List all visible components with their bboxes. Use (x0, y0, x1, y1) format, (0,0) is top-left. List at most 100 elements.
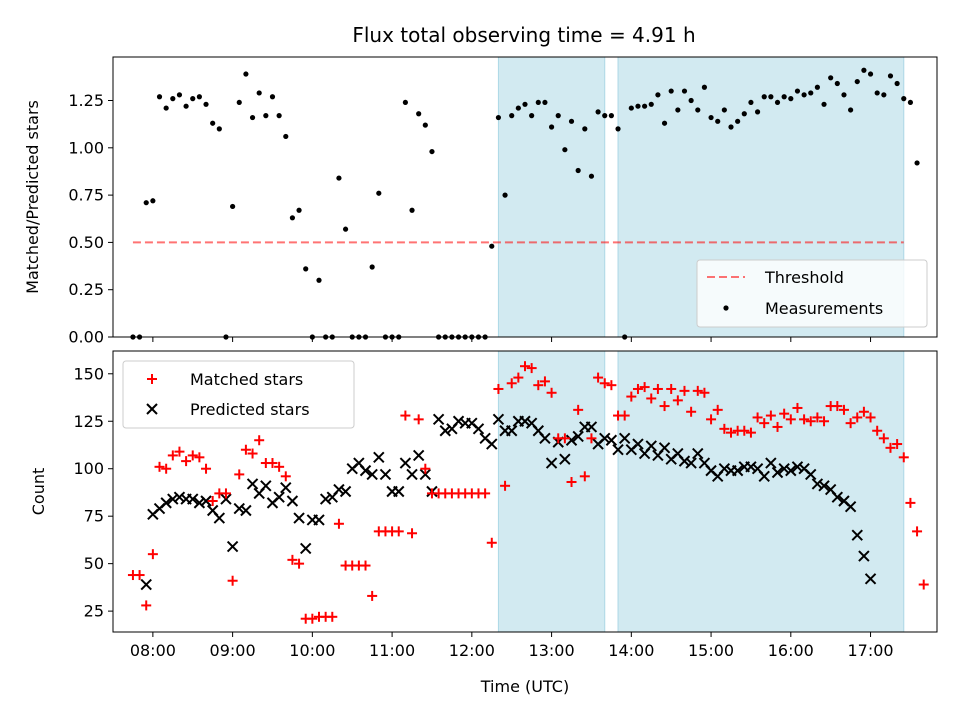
predicted-star-point (280, 481, 292, 494)
predicted-star-point (359, 464, 372, 477)
matched-star-point (593, 372, 604, 383)
y-tick-label: 150 (73, 364, 104, 383)
legend-measurements-swatch (723, 305, 729, 311)
legend-matched-swatch (147, 374, 157, 384)
predicted-star-point (771, 466, 784, 479)
matched-star-point (792, 402, 803, 413)
predicted-star-point (851, 529, 863, 541)
predicted-star-point (406, 468, 418, 481)
predicted-star-point (506, 425, 518, 437)
matched-star-point (838, 404, 849, 415)
predicted-star-point (412, 449, 425, 462)
measurement-point (668, 88, 674, 94)
predicted-star-point (419, 468, 432, 481)
predicted-star-point (233, 502, 245, 515)
measurement-point (834, 80, 840, 87)
matched-star-point (407, 528, 418, 539)
predicted-star-point (818, 480, 830, 492)
matched-star-point (832, 401, 843, 412)
predicted-star-point (678, 455, 691, 467)
matched-star-point (480, 488, 491, 499)
measurement-point (608, 113, 614, 119)
matched-star-point (187, 450, 198, 461)
matched-star-point (294, 558, 305, 569)
measurement-point (170, 96, 176, 102)
x-tick-label: 15:00 (688, 641, 734, 660)
matched-star-point (712, 404, 723, 415)
matched-star-point (526, 363, 537, 374)
y-tick-label: 0.50 (68, 233, 104, 252)
matched-star-point (666, 383, 677, 394)
measurement-point (648, 101, 654, 107)
matched-star-point (898, 452, 909, 463)
matched-star-point (566, 477, 577, 488)
measurement-point (429, 148, 435, 155)
measurement-point (190, 96, 196, 102)
measurement-point (741, 111, 747, 117)
measurement-point (243, 71, 249, 77)
measurement-point (715, 118, 721, 124)
matched-star-point (520, 361, 530, 372)
matched-star-point (287, 554, 298, 565)
bottom-shaded-intervals (497, 350, 905, 633)
measurement-point (542, 99, 548, 106)
measurement-point (867, 71, 874, 77)
predicted-star-point (339, 485, 352, 498)
predicted-star-point (293, 512, 305, 524)
measurement-point (303, 266, 309, 272)
predicted-star-point (618, 432, 631, 445)
matched-star-point (201, 463, 212, 474)
measurement-point (768, 94, 774, 100)
matched-star-point (307, 613, 318, 624)
measurement-point (728, 124, 734, 130)
matched-star-point (247, 448, 258, 459)
predicted-star-point (472, 423, 485, 435)
matched-star-point (719, 423, 730, 434)
matched-star-point (799, 414, 810, 425)
y-tick-label: 1.25 (68, 91, 104, 110)
matched-star-point (267, 458, 278, 469)
predicted-star-point (319, 493, 332, 505)
predicted-star-point (864, 573, 877, 585)
top-panel: 0.00 0.25 0.50 0.75 1.00 1.25 Matched/Predict… (23, 56, 938, 347)
matched-star-point (652, 383, 663, 394)
matched-star-point (147, 549, 158, 560)
predicted-star-point (545, 457, 558, 469)
legend-matched-label: Matched stars (190, 370, 303, 389)
matched-star-point (845, 418, 856, 429)
predicted-star-point (379, 468, 392, 481)
measurement-point (210, 120, 216, 126)
matched-star-point (207, 495, 218, 506)
y-tick-label: 0.75 (68, 186, 104, 205)
predicted-star-point (432, 413, 445, 426)
matched-star-point (367, 590, 378, 601)
measurement-point (774, 99, 781, 106)
measurement-point (881, 92, 887, 98)
measurement-point (296, 207, 302, 213)
predicted-star-point (173, 491, 186, 503)
y-tick-label: 1.00 (68, 138, 104, 157)
matched-star-point (240, 444, 251, 455)
matched-star-point (706, 414, 717, 425)
matched-stars-points (127, 361, 929, 624)
predicted-star-point (758, 470, 770, 483)
matched-star-point (892, 439, 903, 450)
matched-star-point (858, 406, 869, 417)
top-legend: Threshold Measurements (696, 259, 928, 328)
y-tick-label: 50 (84, 554, 104, 573)
matched-star-point (400, 410, 411, 421)
matched-star-point (865, 412, 876, 423)
measurement-point (515, 105, 521, 111)
measurement-point (196, 94, 202, 100)
measurement-point (416, 111, 422, 117)
bottom-y-ticks: 25 50 75 100 125 150 (73, 364, 113, 621)
measurement-point (628, 105, 634, 111)
matched-star-point (672, 395, 683, 406)
predicted-star-point (585, 421, 598, 433)
predicted-star-point (599, 432, 611, 445)
measurement-point (828, 75, 834, 81)
matched-star-point (533, 380, 544, 391)
measurement-point (748, 99, 754, 106)
measurement-point (854, 78, 860, 85)
matched-star-point (626, 391, 637, 402)
